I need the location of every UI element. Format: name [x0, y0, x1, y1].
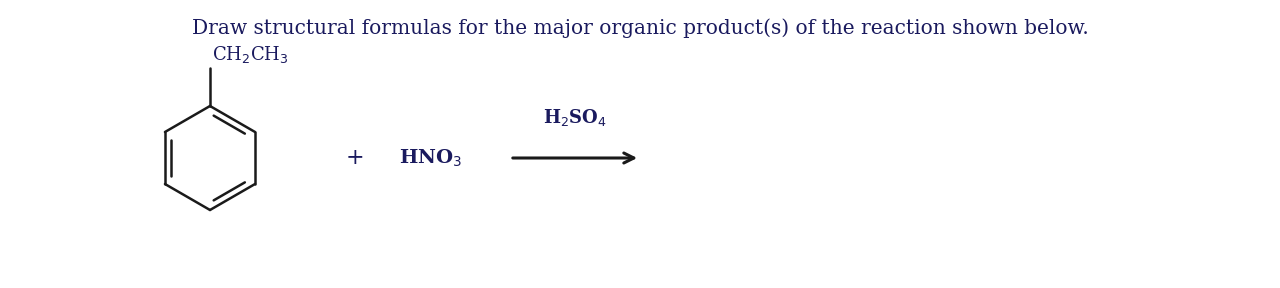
Text: CH$_2$CH$_3$: CH$_2$CH$_3$	[212, 44, 289, 65]
Text: HNO$_3$: HNO$_3$	[398, 147, 462, 169]
Text: Draw structural formulas for the major organic product(s) of the reaction shown : Draw structural formulas for the major o…	[192, 18, 1088, 38]
Text: H$_2$SO$_4$: H$_2$SO$_4$	[543, 107, 607, 128]
Text: +: +	[346, 147, 365, 169]
